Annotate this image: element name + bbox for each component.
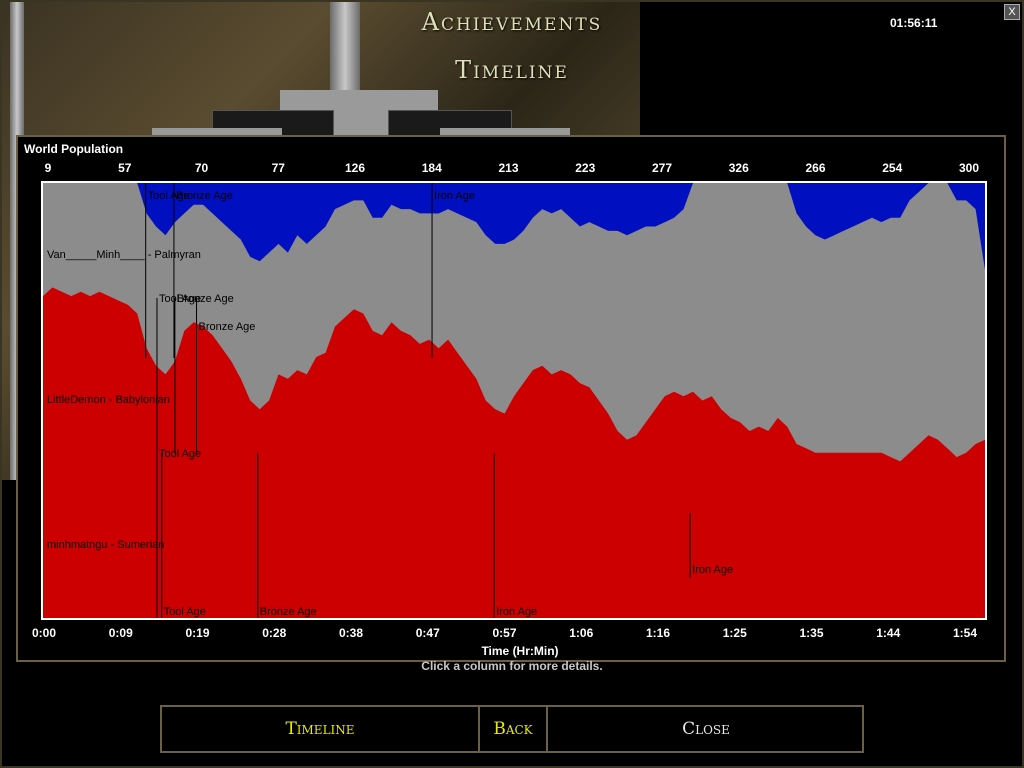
hint-text: Click a column for more details. <box>421 659 603 673</box>
page-subtitle: Timeline <box>455 56 569 84</box>
background-slab <box>440 128 570 135</box>
time-tick: 0:28 <box>262 626 287 640</box>
age-marker-label: Bronze Age <box>176 190 233 202</box>
series-area-sumerian[interactable] <box>43 287 985 618</box>
time-tick: 1:54 <box>952 626 978 640</box>
age-marker-label: Tool Age <box>148 190 190 202</box>
close-button[interactable]: Close <box>546 707 864 751</box>
series-label: minhmatngu - Sumerian <box>47 539 164 551</box>
close-icon[interactable]: X <box>1004 4 1020 20</box>
page-title: Achievements <box>421 8 603 36</box>
time-tick: 1:16 <box>645 626 671 640</box>
time-tick: 0:09 <box>108 626 133 640</box>
population-tick: 266 <box>805 161 826 175</box>
timeline-button[interactable]: Timeline <box>285 719 355 739</box>
population-tick: 277 <box>651 161 673 175</box>
chart-title: World Population <box>24 142 124 156</box>
series-label: Van_____Minh____ - Palmyran <box>47 249 201 261</box>
age-marker-label: Bronze Age <box>177 293 234 305</box>
time-tick: 1:25 <box>722 626 747 640</box>
population-tick: 126 <box>344 161 366 175</box>
population-tick: 70 <box>194 161 209 175</box>
population-tick: 9 <box>44 161 52 175</box>
population-tick: 254 <box>882 161 903 175</box>
age-marker-label: Iron Age <box>496 606 537 618</box>
background-slab <box>152 128 282 135</box>
time-tick: 0:19 <box>185 626 210 640</box>
age-marker-label: Bronze Age <box>199 321 256 333</box>
button-bar: Timeline Back Close <box>160 705 864 753</box>
time-tick: 1:06 <box>569 626 594 640</box>
population-tick: 300 <box>958 161 980 175</box>
age-marker-label: Iron Age <box>434 190 475 202</box>
time-tick: 1:44 <box>876 626 901 640</box>
age-marker-label: Tool Age <box>159 448 201 460</box>
time-tick: 0:57 <box>492 626 517 640</box>
time-tick: 1:35 <box>799 626 824 640</box>
age-marker-label: Iron Age <box>692 564 733 576</box>
game-clock: 01:56:11 <box>890 16 938 30</box>
population-tick: 184 <box>421 161 442 175</box>
population-tick: 77 <box>271 161 285 175</box>
population-tick: 326 <box>728 161 749 175</box>
population-tick: 57 <box>118 161 132 175</box>
population-tick: 223 <box>575 161 596 175</box>
age-marker-label: Bronze Age <box>260 606 317 618</box>
time-tick: 0:47 <box>415 626 440 640</box>
time-tick: 0:00 <box>31 626 57 640</box>
age-marker-label: Tool Age <box>159 293 201 305</box>
population-tick: 213 <box>498 161 519 175</box>
x-axis-label: Time (Hr:Min) <box>481 644 559 658</box>
age-marker-label: Tool Age <box>164 606 206 618</box>
population-chart[interactable]: Van_____Minh____ - Palmyran LittleDemon -… <box>41 181 987 620</box>
back-button[interactable]: Back <box>478 707 546 751</box>
time-tick: 0:38 <box>338 626 364 640</box>
population-chart-svg[interactable]: Van_____Minh____ - Palmyran LittleDemon -… <box>43 183 985 618</box>
series-label: LittleDemon - Babylonian <box>47 394 170 406</box>
